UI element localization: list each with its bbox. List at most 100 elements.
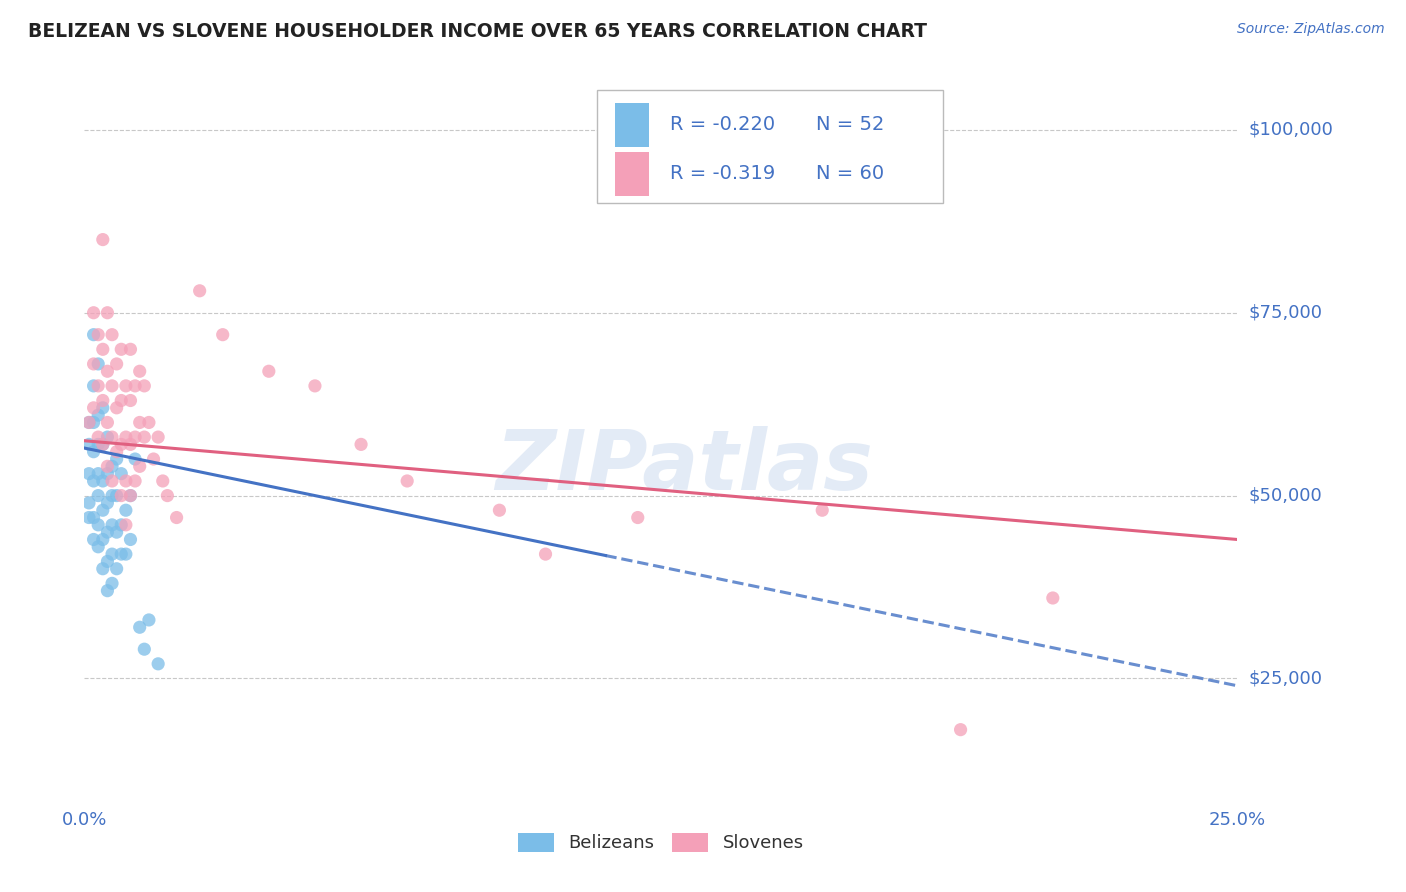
FancyBboxPatch shape [614,152,650,195]
Point [96,525,118,540]
Point [257,364,280,378]
Point [1042,591,1064,605]
Point [101,517,124,532]
Point [91,401,114,415]
Point [101,474,124,488]
Point [211,327,233,342]
Point [91,437,114,451]
Point [91,437,114,451]
Point [811,503,834,517]
Text: R = -0.319: R = -0.319 [671,164,775,183]
Point [627,510,650,524]
Point [96,583,118,598]
Point [128,364,150,378]
Point [105,357,128,371]
Point [142,452,165,467]
Text: ZIPatlas: ZIPatlas [495,425,873,507]
Point [77,437,100,451]
Point [105,489,128,503]
Point [96,467,118,481]
Point [134,642,156,657]
Point [96,364,118,378]
Point [83,416,105,430]
Point [101,379,124,393]
Point [124,452,146,467]
Text: $25,000: $25,000 [1249,670,1323,688]
Point [156,489,179,503]
Point [110,343,132,357]
Point [146,430,169,444]
Point [77,510,100,524]
Point [134,430,156,444]
Point [87,437,110,451]
Point [96,306,118,320]
Legend: Belizeans, Slovenes: Belizeans, Slovenes [510,826,811,860]
Point [91,503,114,517]
Point [101,430,124,444]
Point [128,620,150,634]
Point [83,533,105,547]
FancyBboxPatch shape [614,103,650,146]
Text: $75,000: $75,000 [1249,304,1323,322]
Point [83,401,105,415]
Point [110,467,132,481]
Point [91,343,114,357]
Point [101,327,124,342]
Point [91,233,114,247]
Point [87,430,110,444]
Point [91,562,114,576]
Point [105,562,128,576]
Point [110,437,132,451]
Point [96,554,118,568]
Point [105,444,128,458]
Point [83,357,105,371]
Point [87,467,110,481]
Point [152,474,174,488]
Point [115,379,138,393]
Point [77,496,100,510]
Point [115,517,138,532]
Point [83,510,105,524]
Point [949,723,972,737]
Point [77,467,100,481]
Point [83,327,105,342]
Point [188,284,211,298]
Point [101,489,124,503]
Point [115,503,138,517]
Point [91,533,114,547]
Point [96,496,118,510]
Point [83,379,105,393]
Point [124,474,146,488]
Point [534,547,557,561]
Point [91,474,114,488]
Text: $50,000: $50,000 [1249,487,1322,505]
Point [110,517,132,532]
Point [124,379,146,393]
Point [115,430,138,444]
Text: N = 52: N = 52 [817,115,884,135]
Point [115,547,138,561]
Text: $100,000: $100,000 [1249,121,1333,139]
Point [91,393,114,408]
Point [124,430,146,444]
Point [120,343,142,357]
Point [87,489,110,503]
Text: BELIZEAN VS SLOVENE HOUSEHOLDER INCOME OVER 65 YEARS CORRELATION CHART: BELIZEAN VS SLOVENE HOUSEHOLDER INCOME O… [28,22,927,41]
Point [396,474,419,488]
Point [87,379,110,393]
Point [488,503,510,517]
Point [101,547,124,561]
Point [96,430,118,444]
Point [138,613,160,627]
Point [128,459,150,474]
Point [83,444,105,458]
Point [166,510,188,524]
Point [87,327,110,342]
Point [83,306,105,320]
Point [110,489,132,503]
Point [110,393,132,408]
Point [87,517,110,532]
Point [120,437,142,451]
FancyBboxPatch shape [598,90,943,203]
Text: N = 60: N = 60 [817,164,884,183]
